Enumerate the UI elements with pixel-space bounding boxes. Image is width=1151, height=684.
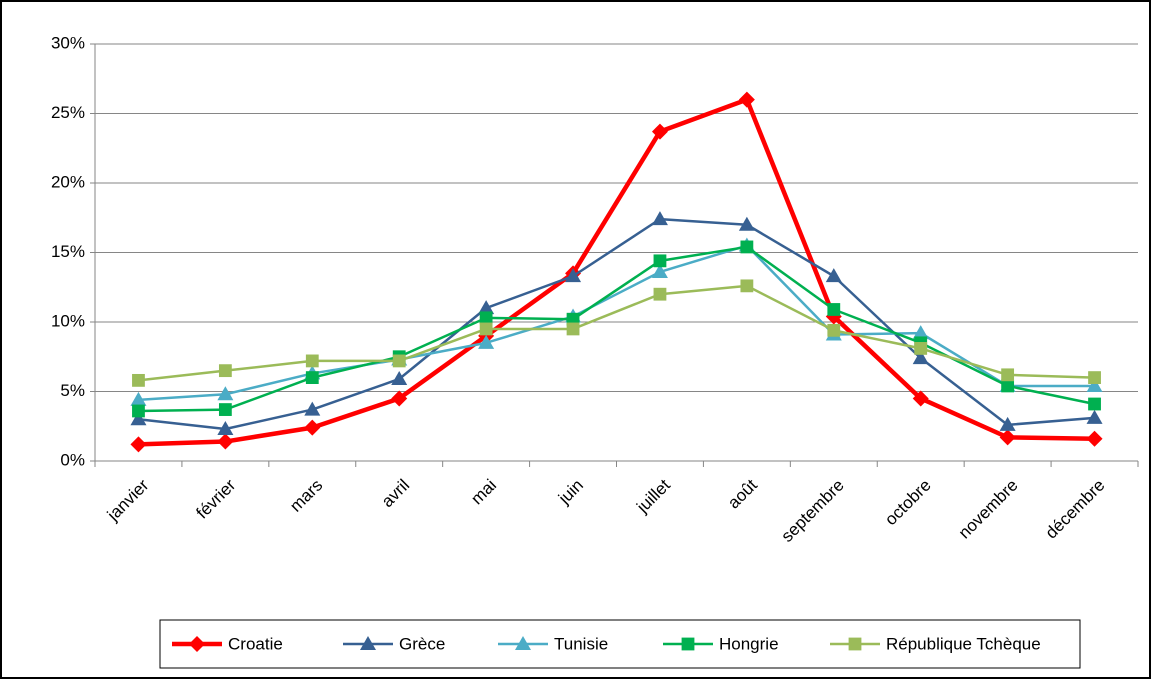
marker: [681, 637, 695, 651]
series-line: [138, 97, 1095, 447]
marker: [218, 364, 232, 378]
marker: [132, 373, 145, 387]
legend-label: Tunisie: [554, 634, 608, 653]
marker: [1088, 371, 1101, 384]
marker: [566, 322, 580, 336]
marker: [391, 370, 408, 385]
marker: [304, 419, 321, 436]
marker: [1086, 430, 1103, 447]
y-tick-label: 10%: [51, 311, 85, 330]
y-tick-label: 20%: [51, 172, 85, 191]
marker: [912, 390, 929, 407]
marker: [305, 354, 319, 368]
marker: [217, 433, 234, 450]
series-line: [138, 284, 1095, 382]
marker: [827, 323, 841, 337]
marker: [478, 300, 495, 315]
y-tick-label: 30%: [51, 33, 85, 52]
marker: [130, 436, 147, 453]
marker: [1086, 409, 1103, 424]
marker: [566, 312, 580, 326]
legend-label: Hongrie: [719, 634, 779, 653]
marker: [999, 416, 1016, 431]
marker: [132, 404, 145, 418]
marker: [392, 354, 406, 368]
legend-label: Grèce: [399, 634, 445, 653]
legend-box: [159, 619, 1081, 669]
y-tick-label: 25%: [51, 103, 85, 122]
marker: [565, 268, 582, 283]
marker: [999, 429, 1016, 446]
marker: [827, 303, 841, 316]
marker: [130, 391, 147, 406]
marker: [130, 411, 147, 426]
marker: [218, 403, 232, 416]
marker: [304, 401, 321, 416]
marker: [912, 325, 929, 340]
marker: [651, 123, 668, 140]
marker: [391, 390, 408, 407]
marker: [515, 636, 531, 650]
marker: [914, 342, 928, 355]
marker: [1086, 377, 1103, 392]
marker: [848, 637, 862, 651]
series-line: [138, 244, 1095, 402]
marker: [217, 386, 234, 401]
marker: [651, 211, 668, 226]
marker: [478, 334, 495, 349]
marker: [740, 279, 754, 293]
marker: [738, 216, 755, 231]
legend-label: Croatie: [228, 634, 283, 653]
marker: [189, 636, 205, 652]
marker: [651, 263, 668, 278]
marker: [653, 254, 667, 268]
marker: [1088, 397, 1101, 411]
marker: [738, 91, 755, 108]
marker: [740, 240, 754, 254]
marker: [912, 350, 929, 365]
legend-label: République Tchèque: [886, 634, 1041, 653]
marker: [1001, 379, 1015, 393]
marker: [1001, 368, 1015, 382]
y-tick-label: 5%: [60, 381, 85, 400]
series-line: [138, 245, 1095, 413]
marker: [479, 311, 493, 325]
marker: [217, 421, 234, 436]
marker: [653, 287, 667, 301]
marker: [825, 268, 842, 283]
marker: [479, 322, 493, 336]
y-tick-label: 15%: [51, 242, 85, 261]
series-line: [138, 217, 1095, 431]
marker: [305, 371, 319, 384]
y-tick-label: 0%: [60, 450, 85, 469]
marker: [360, 636, 376, 650]
